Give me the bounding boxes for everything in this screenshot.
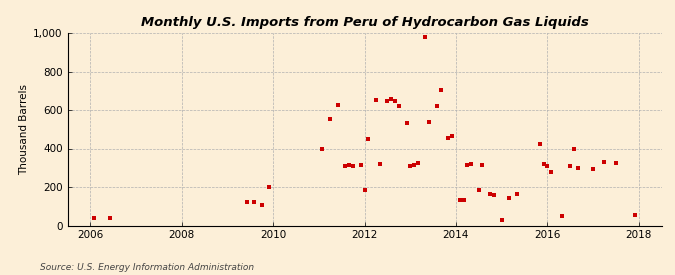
Point xyxy=(382,99,393,103)
Point xyxy=(394,104,404,108)
Point xyxy=(317,146,328,151)
Point xyxy=(587,166,598,171)
Point xyxy=(572,166,583,170)
Point xyxy=(477,163,488,167)
Y-axis label: Thousand Barrels: Thousand Barrels xyxy=(19,84,29,175)
Point xyxy=(333,103,344,107)
Point xyxy=(344,163,355,167)
Point xyxy=(241,200,252,205)
Point xyxy=(356,163,367,167)
Point xyxy=(435,87,446,92)
Point xyxy=(599,160,610,164)
Point xyxy=(325,116,335,121)
Point xyxy=(420,35,431,39)
Point xyxy=(340,164,351,168)
Point xyxy=(458,197,469,202)
Point xyxy=(466,162,477,166)
Point xyxy=(385,97,396,101)
Point xyxy=(504,195,515,200)
Point xyxy=(630,213,641,217)
Point xyxy=(256,203,267,207)
Point xyxy=(568,146,579,151)
Point xyxy=(473,188,484,192)
Point xyxy=(389,99,400,103)
Title: Monthly U.S. Imports from Peru of Hydrocarbon Gas Liquids: Monthly U.S. Imports from Peru of Hydroc… xyxy=(140,16,589,29)
Text: Source: U.S. Energy Information Administration: Source: U.S. Energy Information Administ… xyxy=(40,263,254,272)
Point xyxy=(443,136,454,140)
Point xyxy=(496,218,507,222)
Point xyxy=(565,164,576,168)
Point xyxy=(348,164,358,168)
Point xyxy=(104,216,115,220)
Point xyxy=(412,161,423,165)
Point xyxy=(545,169,556,174)
Point xyxy=(454,197,465,202)
Point xyxy=(538,162,549,166)
Point xyxy=(489,192,500,197)
Point xyxy=(371,98,381,103)
Point xyxy=(610,161,621,165)
Point xyxy=(431,104,442,108)
Point xyxy=(362,137,373,141)
Point xyxy=(408,163,419,167)
Point xyxy=(557,214,568,218)
Point xyxy=(447,134,458,138)
Point xyxy=(264,185,275,189)
Point xyxy=(88,216,99,220)
Point xyxy=(485,191,495,196)
Point xyxy=(424,119,435,124)
Point xyxy=(405,164,416,168)
Point xyxy=(534,141,545,146)
Point xyxy=(248,200,259,205)
Point xyxy=(462,163,472,167)
Point xyxy=(542,164,553,168)
Point xyxy=(374,162,385,166)
Point xyxy=(511,191,522,196)
Point xyxy=(359,188,370,192)
Point xyxy=(401,120,412,125)
